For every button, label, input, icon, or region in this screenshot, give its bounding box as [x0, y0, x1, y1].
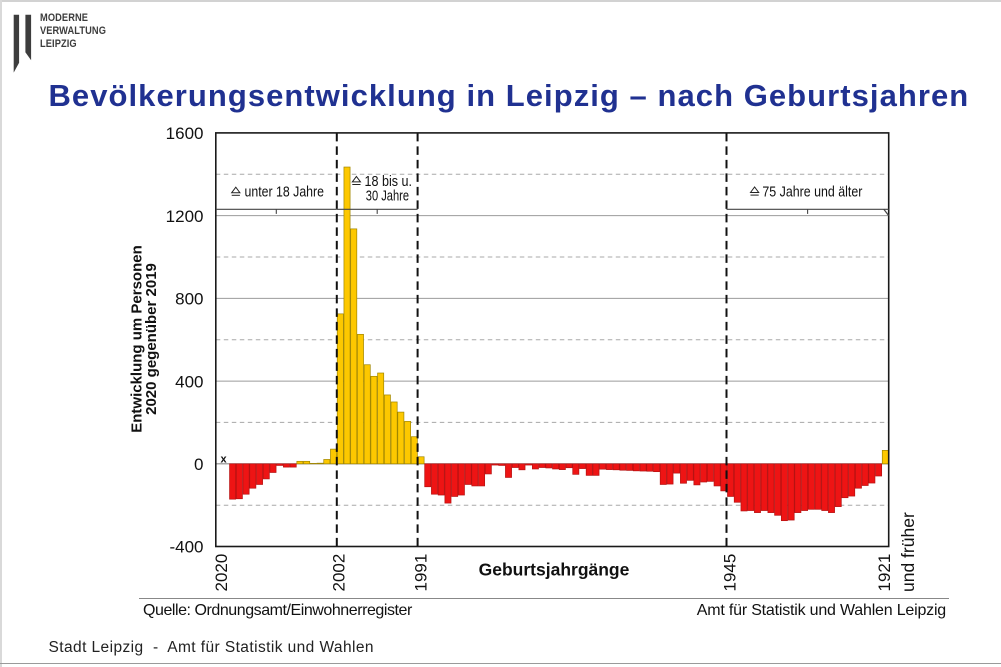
- svg-text:1945: 1945: [721, 554, 740, 592]
- svg-text:2020 gegenüber 2019: 2020 gegenüber 2019: [143, 263, 160, 415]
- svg-text:2002: 2002: [330, 554, 349, 592]
- svg-text:1991: 1991: [412, 554, 431, 592]
- svg-text:-400: -400: [169, 538, 203, 557]
- svg-text:unter 18 Jahre: unter 18 Jahre: [245, 184, 325, 201]
- svg-text:0: 0: [194, 455, 203, 474]
- svg-text:400: 400: [175, 372, 203, 391]
- svg-text:1921: 1921: [875, 554, 894, 592]
- svg-text:x: x: [221, 453, 228, 465]
- svg-text:1200: 1200: [166, 207, 204, 226]
- svg-text:30 Jahre: 30 Jahre: [366, 187, 409, 204]
- svg-text:75 Jahre und älter: 75 Jahre und älter: [762, 183, 862, 200]
- svg-text:18 bis u.: 18 bis u.: [365, 173, 413, 190]
- svg-text:1600: 1600: [166, 124, 204, 143]
- svg-text:Entwicklung um Personen: Entwicklung um Personen: [129, 245, 146, 433]
- svg-text:800: 800: [175, 290, 203, 309]
- svg-text:Geburtsjahrgänge: Geburtsjahrgänge: [479, 560, 630, 580]
- svg-text:2020: 2020: [212, 554, 231, 592]
- svg-text:und früher: und früher: [898, 512, 918, 592]
